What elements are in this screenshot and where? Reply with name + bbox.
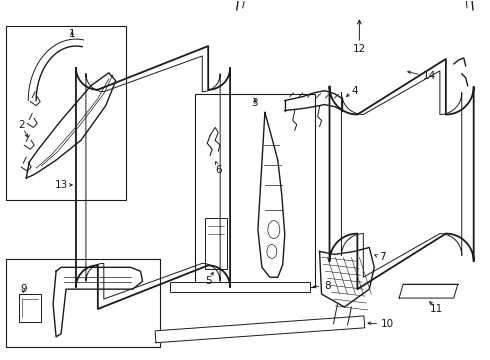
Polygon shape: [258, 113, 285, 277]
Bar: [6, 260, 161, 347]
Text: 14: 14: [422, 71, 436, 81]
Text: 11: 11: [430, 304, 443, 314]
Text: 10: 10: [381, 319, 394, 329]
Text: 12: 12: [353, 44, 366, 54]
Text: 9: 9: [20, 284, 26, 294]
Text: 1: 1: [69, 29, 75, 39]
Text: 3: 3: [252, 98, 258, 108]
Bar: [205, 218, 227, 269]
Bar: [19, 294, 41, 322]
Text: 13: 13: [54, 180, 68, 190]
Polygon shape: [53, 267, 143, 337]
Text: 7: 7: [379, 252, 386, 262]
Text: 4: 4: [351, 86, 358, 96]
Text: 6: 6: [215, 165, 221, 175]
Text: 8: 8: [324, 281, 331, 291]
Text: 5: 5: [205, 276, 212, 286]
Polygon shape: [399, 284, 458, 298]
Bar: [196, 94, 315, 287]
Text: 2: 2: [18, 121, 24, 130]
Bar: [6, 26, 125, 200]
Polygon shape: [155, 316, 365, 343]
Bar: [171, 282, 310, 292]
Polygon shape: [319, 247, 374, 307]
